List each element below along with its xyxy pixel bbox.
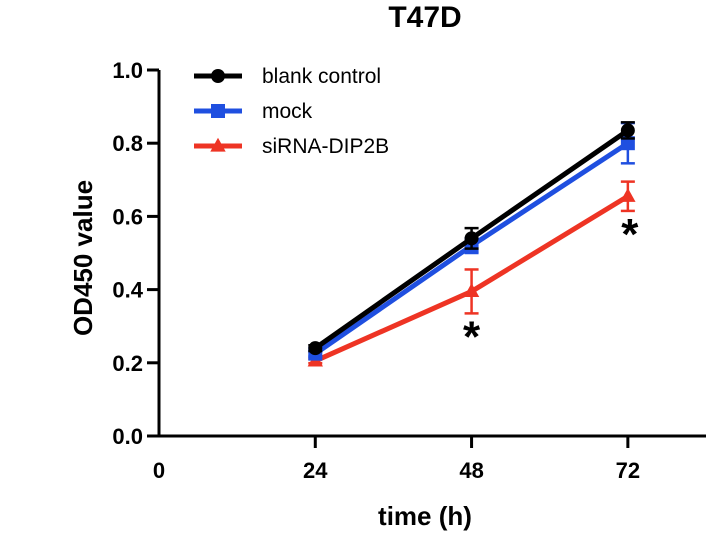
data-point-blank-control bbox=[308, 341, 323, 356]
y-tick-label: 1.0 bbox=[112, 58, 143, 83]
series-layer: ** bbox=[307, 121, 639, 367]
data-point-sirna-dip2b bbox=[620, 188, 636, 202]
legend-marker-blank-control bbox=[211, 69, 225, 83]
y-tick-label: 0.4 bbox=[112, 278, 143, 303]
data-point-sirna-dip2b bbox=[463, 283, 480, 298]
legend-marker-sirna-dip2b bbox=[210, 137, 226, 152]
series-blank-control bbox=[308, 121, 635, 356]
x-tick-label: 24 bbox=[303, 458, 328, 483]
data-point-mock bbox=[620, 136, 635, 151]
x-tick-label: 48 bbox=[459, 458, 483, 483]
y-tick-label: 0.8 bbox=[112, 131, 143, 156]
legend-marker-mock bbox=[211, 104, 225, 118]
x-tick-label: 0 bbox=[153, 458, 165, 483]
axes: 0.0 0.2 0.4 0.6 0.8 1.0 0 24 48 72 bbox=[112, 58, 706, 483]
data-point-blank-control bbox=[464, 231, 479, 246]
x-tick-label: 72 bbox=[616, 458, 640, 483]
legend-label-blank-control: blank control bbox=[262, 65, 381, 88]
chart-title: T47D bbox=[388, 1, 461, 34]
significance-asterisk: * bbox=[621, 210, 639, 259]
legend-label-mock: mock bbox=[262, 100, 313, 123]
y-tick-label: 0.0 bbox=[112, 424, 143, 449]
data-point-blank-control bbox=[620, 123, 635, 138]
y-tick-label: 0.2 bbox=[112, 351, 143, 376]
significance-asterisk: * bbox=[463, 312, 481, 361]
y-tick-label: 0.6 bbox=[112, 204, 143, 229]
legend: blank control mock siRNA-DIP2B bbox=[194, 65, 389, 158]
legend-label-sirna-dip2b: siRNA-DIP2B bbox=[262, 135, 389, 158]
y-axis-label: OD450 value bbox=[68, 180, 98, 336]
x-axis-label: time (h) bbox=[378, 501, 472, 531]
